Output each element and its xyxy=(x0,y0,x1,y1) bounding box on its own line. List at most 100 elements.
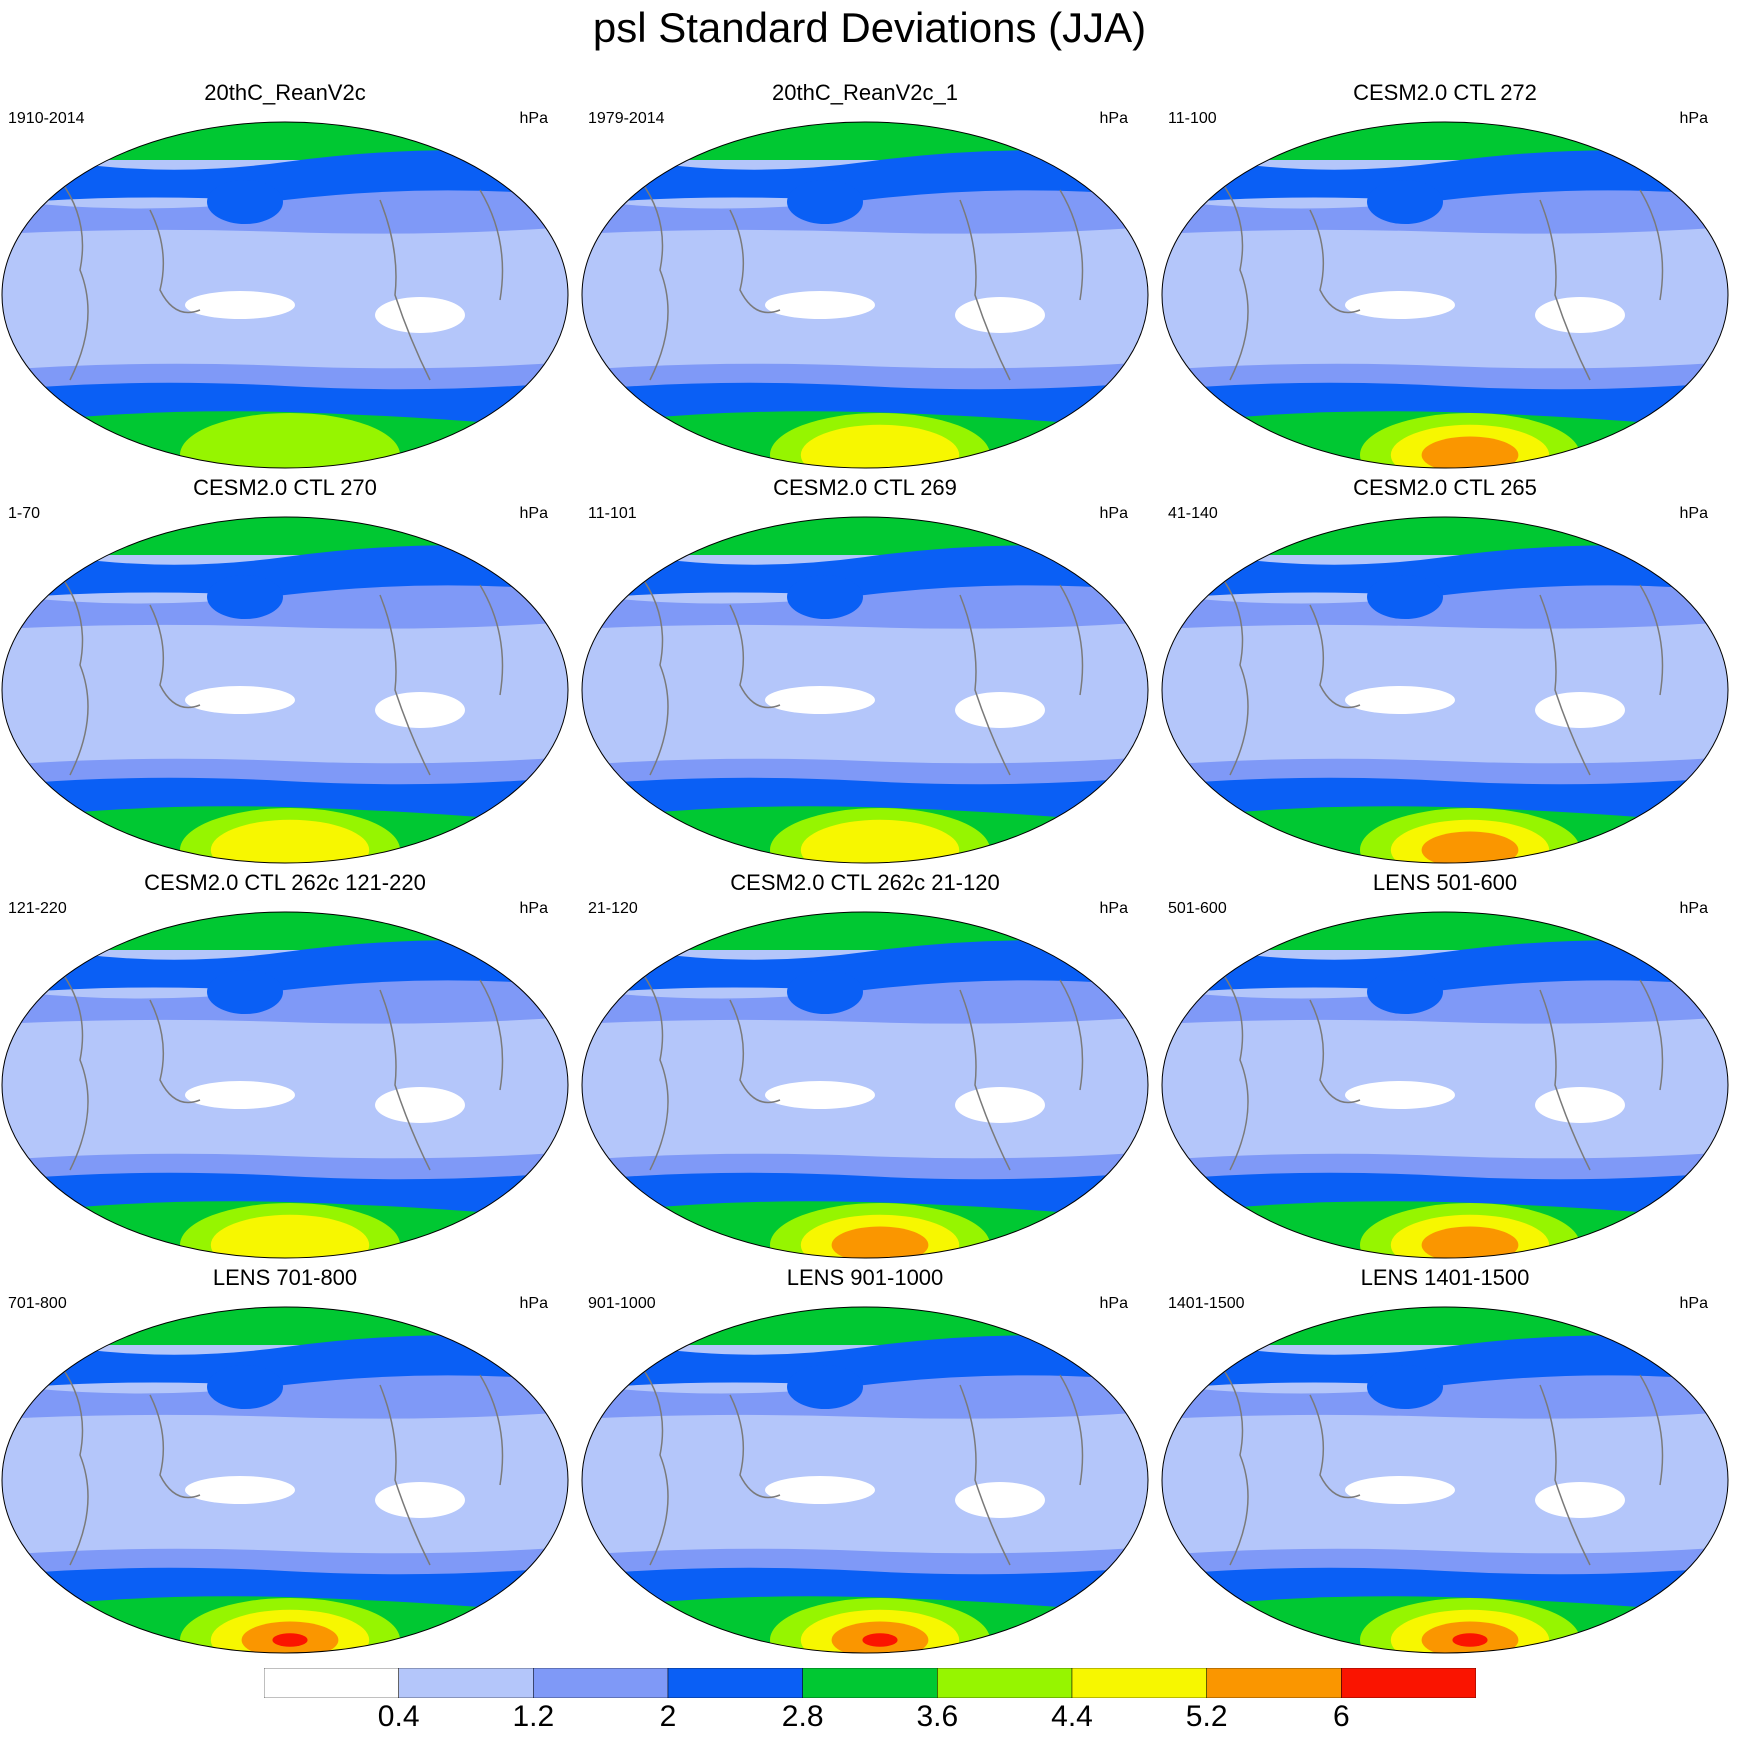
coastline xyxy=(639,574,1084,776)
field-south-max xyxy=(272,1633,308,1647)
field-north-band-3 xyxy=(1162,517,1728,555)
field-north-band-3 xyxy=(2,122,568,160)
field-npac-blob xyxy=(207,180,283,224)
field-trop-white xyxy=(765,1081,875,1109)
coastline xyxy=(1219,969,1664,1171)
field-trop-white xyxy=(375,692,465,728)
field-trop-white xyxy=(1535,692,1625,728)
field-trop-white xyxy=(185,1081,295,1109)
coastline xyxy=(639,1364,1084,1566)
coastline xyxy=(1309,1384,1591,1566)
map-panel: LENS 901-1000 901-1000 hPa xyxy=(580,1265,1150,1655)
map-border xyxy=(581,121,1149,469)
field-south-max xyxy=(1421,1226,1519,1258)
field-npac-blob xyxy=(1367,180,1443,224)
map-border xyxy=(581,516,1149,864)
field-npac-blob xyxy=(1367,1365,1443,1409)
panel-title: 20thC_ReanV2c_1 xyxy=(772,80,958,105)
field-south-max xyxy=(862,1633,898,1647)
field-trop-white xyxy=(375,1087,465,1123)
panel-years: 1979-2014 xyxy=(588,110,665,127)
field-npac-blob xyxy=(207,1365,283,1409)
colorbar-tick-label: 2.8 xyxy=(781,1700,824,1733)
field-north-band-1 xyxy=(582,190,1148,234)
map-field xyxy=(1,911,569,1259)
colorbar-swatch xyxy=(937,1668,1073,1698)
panel-years: 11-101 xyxy=(588,505,637,522)
coastline xyxy=(59,1364,504,1566)
coastline xyxy=(149,199,431,381)
panel-unit: hPa xyxy=(1679,505,1708,522)
map-field xyxy=(581,516,1149,864)
field-north-band-1 xyxy=(2,980,568,1024)
field-north-band-1 xyxy=(582,585,1148,629)
coastline xyxy=(1219,1364,1664,1566)
panel-years: 21-120 xyxy=(588,900,638,917)
panel-unit: hPa xyxy=(1099,900,1128,917)
field-north-band-3 xyxy=(582,1307,1148,1345)
field-north-band-3 xyxy=(2,517,568,555)
map-panel: LENS 701-800 701-800 hPa xyxy=(0,1265,570,1655)
colorbar-labels: 0.4 1.2 2 2.8 3.6 4.4 5.2 6 xyxy=(0,1700,1739,1740)
field-south-max xyxy=(1452,1633,1488,1647)
panel-years: 701-800 xyxy=(8,1295,67,1312)
map-field xyxy=(1161,516,1729,864)
field-npac-blob xyxy=(1367,575,1443,619)
field-trop-white xyxy=(955,1087,1045,1123)
coastline xyxy=(639,969,1084,1171)
field-trop-white xyxy=(375,297,465,333)
field-north-band-3 xyxy=(1162,1307,1728,1345)
colorbar-swatch xyxy=(264,1668,399,1698)
colorbar-tick-label: 3.6 xyxy=(916,1700,959,1733)
panel-unit: hPa xyxy=(1679,1295,1708,1312)
field-north-band-1 xyxy=(2,585,568,629)
coastline xyxy=(729,989,1011,1171)
field-trop-white xyxy=(1345,291,1455,319)
field-npac-blob xyxy=(787,970,863,1014)
field-npac-blob xyxy=(1367,970,1443,1014)
map-field xyxy=(1161,911,1729,1259)
panel-title: LENS 901-1000 xyxy=(786,1265,944,1290)
panel-unit: hPa xyxy=(1679,900,1708,917)
map-panel: CESM2.0 CTL 269 11-101 hPa xyxy=(580,475,1150,865)
colorbar-swatch xyxy=(1071,1668,1207,1698)
panel-years: 1401-1500 xyxy=(1168,1295,1245,1312)
panel-years: 11-100 xyxy=(1168,110,1217,127)
field-north-band-1 xyxy=(2,1375,568,1419)
map-border xyxy=(581,911,1149,1259)
map-panel: CESM2.0 CTL 272 11-100 hPa xyxy=(1160,80,1730,470)
colorbar-tick-label: 2 xyxy=(659,1700,677,1733)
panel-unit: hPa xyxy=(1099,1295,1128,1312)
coastline xyxy=(729,594,1011,776)
colorbar xyxy=(264,1668,1476,1698)
coastline xyxy=(59,969,504,1171)
map-panel: LENS 1401-1500 1401-1500 hPa xyxy=(1160,1265,1730,1655)
map-panel: 20thC_ReanV2c_1 1979-2014 hPa xyxy=(580,80,1150,470)
colorbar-swatch xyxy=(1206,1668,1342,1698)
field-north-band-3 xyxy=(1162,122,1728,160)
colorbar-tick-label: 1.2 xyxy=(512,1700,555,1733)
map-border xyxy=(1,911,569,1259)
field-north-band-1 xyxy=(582,980,1148,1024)
field-trop-white xyxy=(1535,1087,1625,1123)
map-field xyxy=(581,121,1149,469)
panel-years: 501-600 xyxy=(1168,900,1227,917)
panel-title: 20thC_ReanV2c xyxy=(204,80,366,105)
panel-title: CESM2.0 CTL 272 xyxy=(1353,80,1537,105)
colorbar-swatch xyxy=(533,1668,669,1698)
field-north-band-3 xyxy=(2,912,568,950)
colorbar-tick-label: 0.4 xyxy=(377,1700,420,1733)
coastline xyxy=(1309,199,1591,381)
coastline xyxy=(149,989,431,1171)
field-south-max xyxy=(210,819,370,863)
panel-title: LENS 501-600 xyxy=(1372,870,1518,895)
panel-unit: hPa xyxy=(1099,505,1128,522)
panel-unit: hPa xyxy=(1679,110,1708,127)
field-north-band-3 xyxy=(2,1307,568,1345)
field-trop-white xyxy=(955,297,1045,333)
coastline xyxy=(729,1384,1011,1566)
map-field xyxy=(1,121,569,469)
coastline xyxy=(1219,179,1664,381)
panel-title: LENS 1401-1500 xyxy=(1360,1265,1530,1290)
map-field xyxy=(1,1306,569,1654)
